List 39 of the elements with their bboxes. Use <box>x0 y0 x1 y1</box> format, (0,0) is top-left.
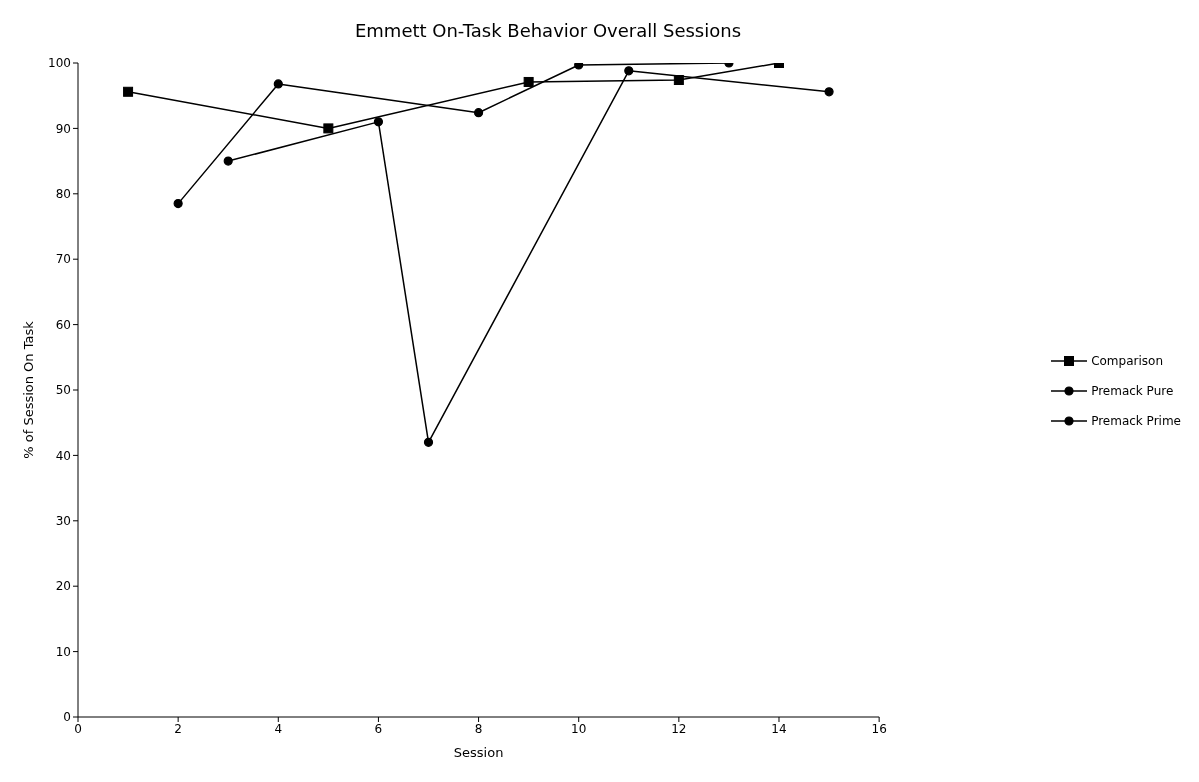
y-tick-label: 10 <box>55 644 71 659</box>
point <box>173 199 183 209</box>
point <box>624 66 634 76</box>
legend-label: Premack Prime <box>1091 414 1181 428</box>
point <box>323 123 334 134</box>
x-tick-label: 0 <box>74 721 82 736</box>
x-tick-label: 6 <box>374 721 383 736</box>
point <box>273 79 283 89</box>
legend-label: Premack Pure <box>1091 384 1174 398</box>
x-tick-label: 14 <box>771 721 787 736</box>
x-tick-label: 8 <box>474 721 483 736</box>
y-tick-label: 30 <box>55 514 71 529</box>
point <box>673 75 684 85</box>
x-axis-title: Session <box>453 745 504 760</box>
y-tick-label: 90 <box>55 121 71 136</box>
y-axis-title: % of Session On Task <box>20 320 36 459</box>
y-tick-label: 0 <box>63 710 71 725</box>
y-tick-label: 60 <box>55 317 71 332</box>
point <box>523 76 534 87</box>
point <box>223 156 233 166</box>
y-tick-label: 70 <box>55 252 71 267</box>
chart-title: Emmett On-Task Behavior Overall Sessions <box>353 20 743 41</box>
point <box>574 63 584 70</box>
x-tick-label: 10 <box>571 721 587 736</box>
y-tick-label: 80 <box>55 187 71 202</box>
point <box>373 117 384 127</box>
point <box>473 108 484 118</box>
y-tick-label: 20 <box>55 579 71 594</box>
point <box>824 87 834 97</box>
point <box>423 437 434 447</box>
x-tick-label: 16 <box>871 721 887 736</box>
point <box>123 86 134 97</box>
x-tick-label: 4 <box>274 721 283 736</box>
y-tick-label: 50 <box>55 383 71 398</box>
y-tick-label: 40 <box>55 448 71 463</box>
x-tick-label: 2 <box>174 721 182 736</box>
y-tick-label: 100 <box>48 56 71 71</box>
legend-label: Comparison <box>1091 354 1163 368</box>
x-tick-label: 12 <box>671 721 687 736</box>
